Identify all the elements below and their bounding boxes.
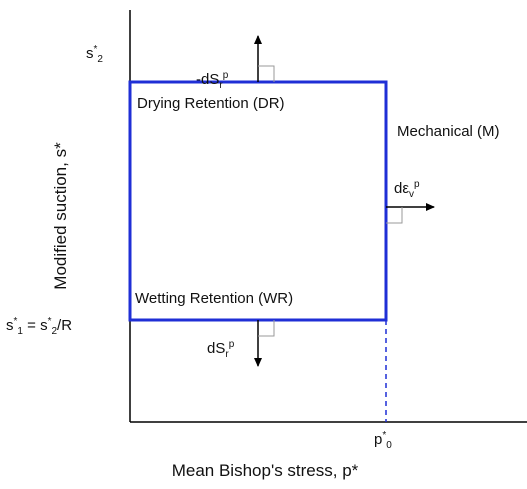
symbol-part: 0 [386, 440, 392, 451]
symbol-part: p [374, 431, 382, 448]
region-label: Wetting Retention (WR) [135, 290, 293, 307]
x-axis-label: Mean Bishop's stress, p* [172, 461, 359, 480]
symbol-label: s*1 = s*2/R [6, 316, 72, 337]
symbol-part: dS [207, 340, 225, 357]
symbol-part: p [229, 339, 235, 350]
symbol-part: s [86, 45, 94, 62]
symbol-part: -dS [196, 71, 219, 88]
symbol-label: dSrp [207, 339, 235, 360]
symbol-part: dε [394, 180, 409, 197]
symbol-label: p*0 [374, 430, 392, 451]
region-label: Mechanical (M) [397, 123, 500, 140]
symbol-part: r [225, 349, 229, 360]
right-angle [258, 320, 275, 337]
right-angle [258, 65, 275, 82]
symbol-part: p [414, 179, 420, 190]
symbol-part: /R [57, 317, 72, 334]
symbol-label: s*2 [86, 44, 103, 65]
right-angle [386, 207, 403, 224]
symbol-part: 2 [97, 54, 103, 65]
symbol-part: * [94, 44, 98, 55]
symbol-part: = s [23, 317, 48, 334]
symbol-part: * [14, 316, 18, 327]
symbol-part: 2 [51, 326, 57, 337]
region-label: Drying Retention (DR) [137, 95, 285, 112]
symbol-part: * [48, 316, 52, 327]
symbol-part: v [409, 189, 414, 200]
symbol-part: 1 [17, 326, 23, 337]
yield-boundary [128, 80, 388, 322]
symbol-part: p [223, 70, 229, 81]
symbol-part: s [6, 317, 14, 334]
symbol-part: * [382, 430, 386, 441]
symbol-label: dεvp [394, 179, 420, 200]
symbol-part: r [219, 80, 223, 91]
symbol-label: -dSrp [196, 70, 229, 91]
y-axis-label: Modified suction, s* [51, 142, 70, 290]
